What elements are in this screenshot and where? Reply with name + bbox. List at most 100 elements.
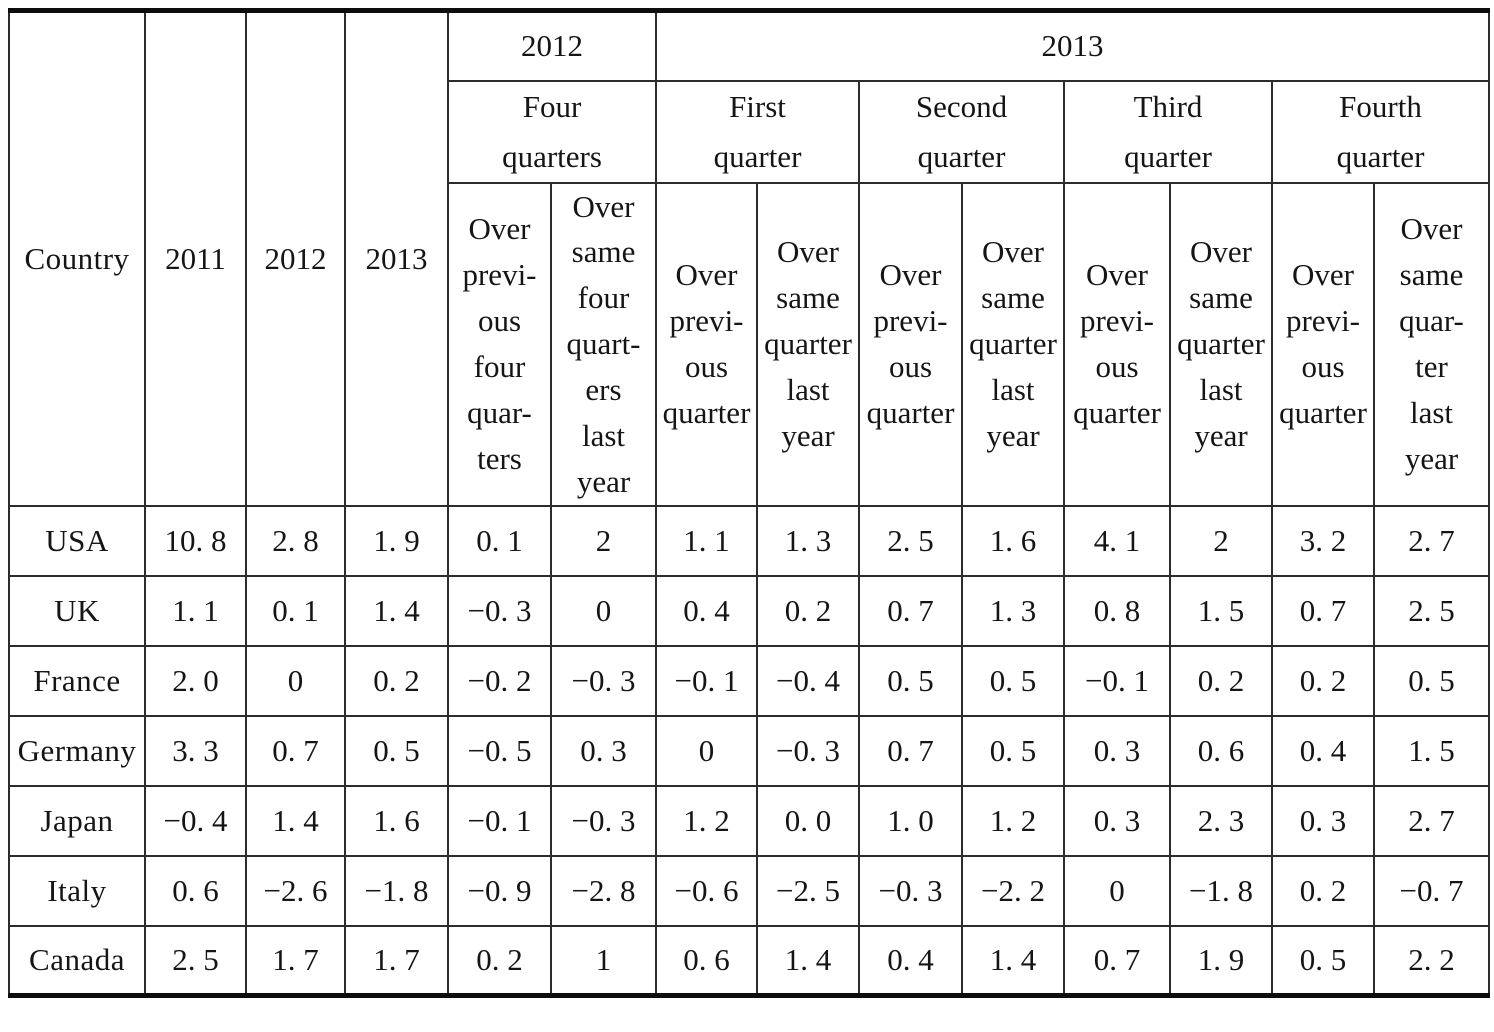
value-cell: 1. 9 <box>1169 924 1273 997</box>
group-header-fourth-quarter: Fourth quarter <box>1271 79 1490 184</box>
value-cell: 0. 5 <box>858 644 963 717</box>
value-cell: 1. 5 <box>1169 574 1273 647</box>
value-cell: 0 <box>550 574 657 647</box>
value-cell: 1 <box>550 924 657 997</box>
value-cell: 1. 4 <box>245 784 346 857</box>
country-cell: Canada <box>8 924 146 997</box>
value-cell: 0. 4 <box>1271 714 1375 787</box>
value-cell: 1. 2 <box>655 784 758 857</box>
value-cell: 2. 8 <box>245 504 346 577</box>
value-cell: 0. 5 <box>1373 644 1490 717</box>
value-cell: 0. 2 <box>1169 644 1273 717</box>
value-cell: 1. 4 <box>961 924 1065 997</box>
value-cell: 1. 0 <box>858 784 963 857</box>
header-row-year-groups: Country 2011 2012 2013 2012 2013 <box>8 9 1490 507</box>
value-cell: 0. 1 <box>447 504 552 577</box>
sub-header-fq-over-same: Over same four quart- ers last year <box>550 181 657 507</box>
value-cell: 1. 6 <box>961 504 1065 577</box>
value-cell: 2. 5 <box>858 504 963 577</box>
value-cell: 0. 7 <box>858 714 963 787</box>
value-cell: −0. 5 <box>447 714 552 787</box>
value-cell: 3. 2 <box>1271 504 1375 577</box>
col-header-2011: 2011 <box>144 9 247 507</box>
country-cell: Japan <box>8 784 146 857</box>
country-cell: USA <box>8 504 146 577</box>
value-cell: 1. 1 <box>655 504 758 577</box>
value-cell: 0. 6 <box>144 854 247 927</box>
value-cell: 2. 7 <box>1373 784 1490 857</box>
value-cell: 0. 7 <box>245 714 346 787</box>
value-cell: 0. 5 <box>961 714 1065 787</box>
value-cell: 0. 7 <box>1063 924 1171 997</box>
country-cell: France <box>8 644 146 717</box>
sub-header-fq-over-previous: Over previ- ous four quar- ters <box>447 181 552 507</box>
value-cell: 1. 7 <box>344 924 449 997</box>
value-cell: −1. 8 <box>344 854 449 927</box>
value-cell: 2. 0 <box>144 644 247 717</box>
col-header-2013: 2013 <box>344 9 449 507</box>
value-cell: 0 <box>245 644 346 717</box>
value-cell: 0. 7 <box>1271 574 1375 647</box>
value-cell: 1. 1 <box>144 574 247 647</box>
value-cell: 10. 8 <box>144 504 247 577</box>
value-cell: 1. 3 <box>961 574 1065 647</box>
value-cell: 1. 4 <box>344 574 449 647</box>
value-cell: 0. 8 <box>1063 574 1171 647</box>
value-cell: −0. 3 <box>550 784 657 857</box>
table-row: UK 1. 1 0. 1 1. 4 −0. 3 0 0. 4 0. 2 0. 7 1. 3 0. 8… <box>8 574 1490 647</box>
group-header-first-quarter: First quarter <box>655 79 860 184</box>
value-cell: 1. 7 <box>245 924 346 997</box>
value-cell: 0. 2 <box>1271 644 1375 717</box>
corner-header-country: Country <box>8 9 146 507</box>
value-cell: 0. 3 <box>1271 784 1375 857</box>
value-cell: 0. 1 <box>245 574 346 647</box>
header-row-measures: Over previ- ous four quar- ters Over sam… <box>9 181 1490 507</box>
table-row: USA 10. 8 2. 8 1. 9 0. 1 2 1. 1 1. 3 2. 5 1. 6 4. … <box>8 504 1490 577</box>
value-cell: −0. 3 <box>447 574 552 647</box>
sub-header-q3-over-same: Over same quarter last year <box>1169 181 1273 507</box>
value-cell: 0. 2 <box>447 924 552 997</box>
value-cell: 2 <box>550 504 657 577</box>
sub-header-q2-over-same: Over same quarter last year <box>961 181 1065 507</box>
value-cell: 0. 3 <box>1063 714 1171 787</box>
table-row: Italy 0. 6 −2. 6 −1. 8 −0. 9 −2. 8 −0. 6 −2. 5−… <box>8 854 1490 927</box>
sub-header-q1-over-same: Over same quarter last year <box>756 181 860 507</box>
col-header-2012: 2012 <box>245 9 346 507</box>
sub-header-q4-over-previous: Over previ- ous quarter <box>1271 181 1375 507</box>
value-cell: −1. 8 <box>1169 854 1273 927</box>
table-row: Japan −0. 4 1. 4 1. 6 −0. 1 −0. 3 1. 2 0. 0 1. 0… <box>8 784 1490 857</box>
value-cell: 0. 7 <box>858 574 963 647</box>
value-cell: 0. 2 <box>1271 854 1375 927</box>
header-row-quarter-groups: Four quarters First quarter Second quart… <box>9 79 1490 184</box>
value-cell: −0. 9 <box>447 854 552 927</box>
value-cell: 0. 4 <box>858 924 963 997</box>
value-cell: −0. 7 <box>1373 854 1490 927</box>
value-cell: 1. 6 <box>344 784 449 857</box>
gdp-growth-table: Country 2011 2012 2013 2012 2013 Four qu… <box>8 8 1490 999</box>
value-cell: −2. 5 <box>756 854 860 927</box>
value-cell: −0. 3 <box>858 854 963 927</box>
value-cell: 3. 3 <box>144 714 247 787</box>
country-cell: Germany <box>8 714 146 787</box>
sub-header-q3-over-previous: Over previ- ous quarter <box>1063 181 1171 507</box>
group-header-2012: 2012 <box>447 9 657 82</box>
value-cell: 0. 2 <box>344 644 449 717</box>
country-cell: UK <box>8 574 146 647</box>
value-cell: −0. 1 <box>1063 644 1171 717</box>
value-cell: 0. 2 <box>756 574 860 647</box>
value-cell: 1. 4 <box>756 924 860 997</box>
value-cell: −2. 8 <box>550 854 657 927</box>
value-cell: 1. 3 <box>756 504 860 577</box>
value-cell: −2. 6 <box>245 854 346 927</box>
group-header-2013: 2013 <box>655 9 1490 82</box>
value-cell: 2. 3 <box>1169 784 1273 857</box>
value-cell: 1. 5 <box>1373 714 1490 787</box>
value-cell: −0. 1 <box>447 784 552 857</box>
value-cell: 0 <box>655 714 758 787</box>
scanned-page: Country 2011 2012 2013 2012 2013 Four qu… <box>8 8 1490 999</box>
value-cell: −0. 6 <box>655 854 758 927</box>
value-cell: 2. 5 <box>1373 574 1490 647</box>
value-cell: 2. 5 <box>144 924 247 997</box>
value-cell: 0. 4 <box>655 574 758 647</box>
